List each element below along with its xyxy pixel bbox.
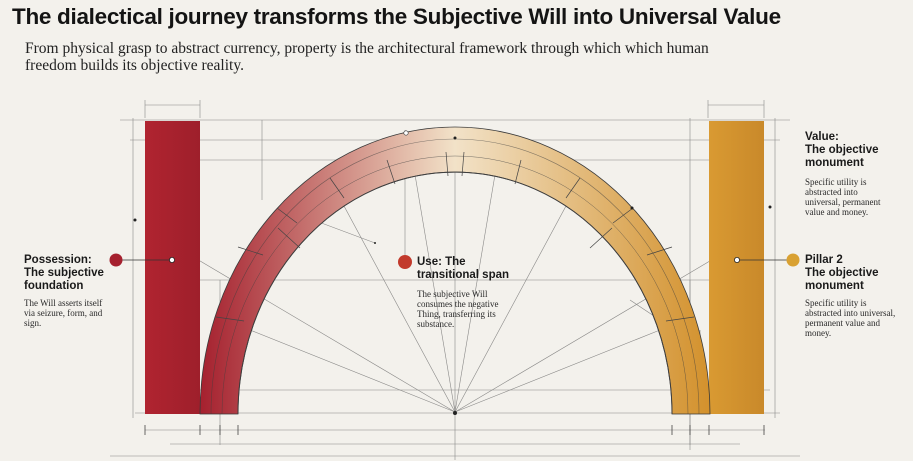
use-marker: [398, 255, 412, 269]
pillar2-marker: [786, 253, 800, 267]
left-pillar: [145, 121, 200, 414]
construction-points: [133, 130, 772, 415]
possession-marker: [109, 253, 123, 267]
voussoir-lines: [215, 151, 695, 322]
possession-heading: Possession: The subjective foundation: [24, 254, 104, 292]
right-pillar: [709, 121, 764, 414]
use-heading: Use: The transitional span: [417, 256, 510, 281]
pillar2-body: Specific utility is abstracted into univ…: [805, 298, 896, 338]
possession-anchor-dot: [168, 256, 175, 263]
page-subtitle: From physical grasp to abstract currency…: [25, 40, 709, 74]
pillar2-anchor-dot: [734, 256, 741, 263]
page-title: The dialectical journey transforms the S…: [12, 4, 781, 29]
value-heading: Value: The objective monument: [805, 131, 879, 169]
value-body: Specific utility is abstracted into univ…: [805, 177, 881, 217]
pillar2-heading: Pillar 2 The objective monument: [805, 254, 879, 292]
use-body: The subjective Will consumes the negativ…: [417, 289, 499, 329]
possession-body: The Will asserts itself via seizure, for…: [24, 298, 103, 328]
dimension-ticks: [144, 425, 765, 435]
